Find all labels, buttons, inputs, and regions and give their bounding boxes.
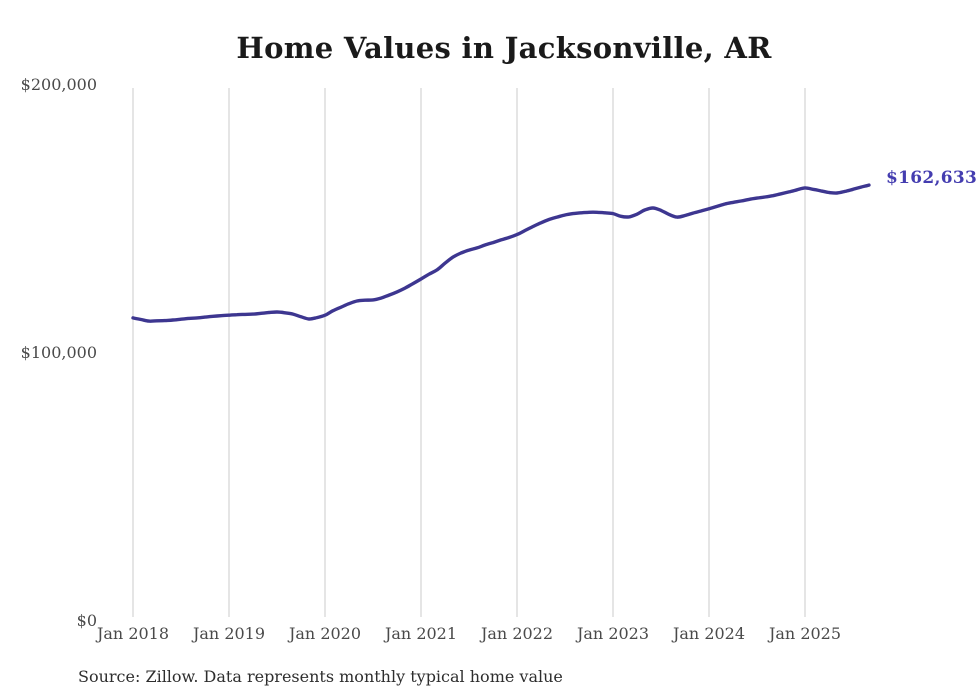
y-axis-tick-label: $200,000: [20, 75, 97, 94]
x-axis-tick-label: Jan 2023: [576, 624, 650, 643]
x-axis-tick-label: Jan 2019: [192, 624, 266, 643]
y-axis-tick-label: $0: [76, 611, 97, 630]
end-value-label: $162,633: [886, 168, 978, 189]
x-axis-tick-label: Jan 2022: [480, 624, 554, 643]
x-axis-tick-label: Jan 2018: [96, 624, 170, 643]
x-axis-tick-label: Jan 2020: [288, 624, 362, 643]
y-axis-tick-label: $100,000: [20, 343, 97, 362]
chart-title: Home Values in Jacksonville, AR: [236, 31, 772, 65]
x-axis-tick-label: Jan 2021: [384, 624, 458, 643]
home-value-line: [131, 183, 871, 323]
source-note: Source: Zillow. Data represents monthly …: [78, 667, 563, 686]
x-axis-tick-label: Jan 2025: [768, 624, 842, 643]
x-axis-tick-label: Jan 2024: [672, 624, 746, 643]
